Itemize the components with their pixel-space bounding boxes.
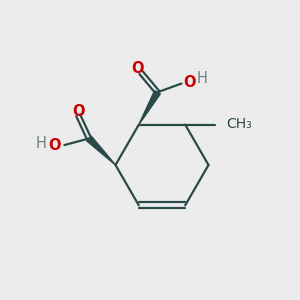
Polygon shape [139,91,160,125]
Polygon shape [87,136,116,165]
Text: H: H [197,70,208,86]
Text: CH₃: CH₃ [227,116,252,130]
Text: O: O [131,61,144,76]
Text: O: O [49,138,61,153]
Text: O: O [184,74,196,89]
Text: H: H [36,136,47,151]
Text: O: O [72,104,85,119]
